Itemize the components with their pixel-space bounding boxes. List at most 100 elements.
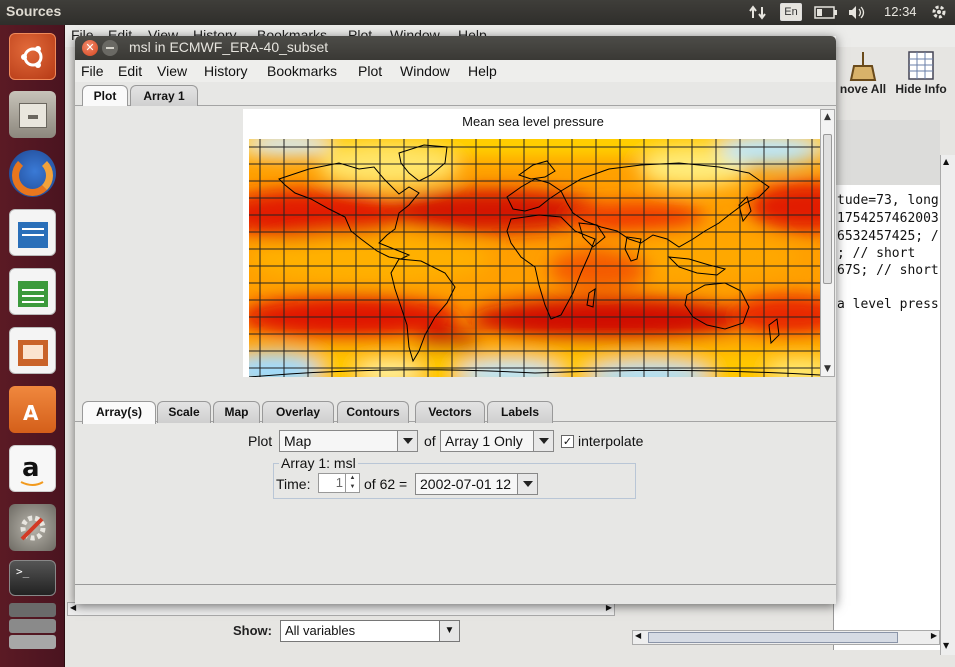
pressure-map [249,139,820,377]
tree-horizontal-scrollbar[interactable]: ◀ ▶ [67,602,615,616]
show-label: Show: [233,623,272,638]
bg-info-header [833,120,940,185]
volume-icon[interactable] [848,5,868,22]
launcher: A a >_ [0,25,65,667]
spinner-up-icon[interactable]: ▲ [349,475,356,481]
hide-info-label: Hide Info [895,82,947,96]
broom-icon [848,50,878,82]
writer-icon[interactable] [6,206,59,259]
info-pane-vertical-scrollbar[interactable]: ▲ ▼ [940,155,955,655]
scroll-left-icon[interactable]: ◀ [635,631,642,640]
top-panel: Sources En 12:34 [0,0,955,25]
array-group-title: Array 1: msl [279,455,358,471]
menu-edit[interactable]: Edit [118,63,143,79]
scroll-up-icon[interactable]: ▲ [943,157,950,166]
status-divider [75,584,836,585]
time-index-spinner[interactable]: 1 ▲ ▼ [318,473,360,493]
show-select-value: All variables [285,623,356,638]
info-line: tude=73, long [837,193,939,208]
impress-icon[interactable] [6,324,59,377]
remove-all-label: nove All [839,82,887,96]
scroll-down-icon[interactable]: ▼ [943,641,950,650]
plot-vertical-scrollbar[interactable]: ▲ ▼ [820,109,835,377]
scroll-up-icon[interactable]: ▲ [824,112,831,122]
tab-overlay[interactable]: Overlay [262,401,334,423]
show-variables-select[interactable]: All variables ▼ [280,620,460,642]
plot-type-select[interactable]: Map [279,430,418,452]
variable-info-pane: tude=73, long 1754257462003 6532457425; … [833,185,940,650]
chevron-down-icon[interactable] [397,431,417,451]
minimize-button[interactable] [102,40,118,56]
tab-array-1[interactable]: Array 1 [130,85,198,107]
clock[interactable]: 12:34 [884,4,917,19]
spinner-down-icon[interactable]: ▼ [349,484,356,490]
scroll-right-icon[interactable]: ▶ [930,631,937,640]
tab-scale[interactable]: Scale [157,401,211,423]
info-pane-horizontal-scrollbar[interactable]: ◀ ▶ [632,630,940,645]
plot-area: Mean sea level pressure [75,106,836,378]
menubar: File Edit View History Bookmarks Plot Wi… [75,60,836,82]
coastlines [249,144,820,377]
time-count-label: of 62 = [364,476,408,492]
array-mode-value: Array 1 Only [445,433,523,449]
menu-view[interactable]: View [157,63,188,79]
plot-type-label: Plot [248,433,273,449]
ubuntu-dash-icon[interactable] [6,30,59,83]
window-titlebar[interactable]: ✕ msl in ECMWF_ERA-40_subset [75,36,836,60]
interpolate-label: interpolate [578,433,644,449]
workspace-switcher-icon[interactable] [6,603,59,663]
menu-bookmarks[interactable]: Bookmarks [267,63,338,79]
hide-info-button[interactable]: Hide Info [891,50,951,96]
scroll-down-icon[interactable]: ▼ [824,364,831,374]
calc-icon[interactable] [6,265,59,318]
files-icon[interactable] [6,88,59,141]
info-table-icon [907,50,935,82]
network-icon[interactable] [749,4,767,21]
scroll-thumb[interactable] [823,134,832,284]
menu-window[interactable]: Window [400,63,450,79]
plot-title: Mean sea level pressure [462,114,604,129]
close-button[interactable]: ✕ [82,40,98,56]
menu-help[interactable]: Help [468,63,497,79]
tab-contours[interactable]: Contours [337,401,409,423]
battery-icon[interactable] [814,6,838,23]
firefox-icon[interactable] [6,147,59,200]
terminal-icon[interactable]: >_ [6,557,59,597]
arrays-panel: Plot Map of Array 1 Only ✓ interpolate A… [75,423,836,583]
interpolate-checkbox[interactable]: ✓ [561,435,574,448]
tab-map[interactable]: Map [213,401,260,423]
info-line: 6532457425; / [837,229,939,244]
settings-tab-strip: Array(s) Scale Map Overlay Contours Vect… [75,398,836,424]
amazon-icon[interactable]: a [6,442,59,495]
plot-canvas[interactable]: Mean sea level pressure [243,109,820,377]
chevron-down-icon[interactable]: ▼ [439,621,459,641]
menu-plot[interactable]: Plot [358,63,383,79]
tab-vectors[interactable]: Vectors [415,401,485,423]
time-value-select[interactable]: 2002-07-01 12 [415,473,538,495]
menu-file[interactable]: File [81,63,104,79]
menu-history[interactable]: History [204,63,248,79]
scroll-right-icon[interactable]: ▶ [605,603,612,612]
keyboard-layout-indicator[interactable]: En [780,3,802,21]
gear-icon[interactable] [930,3,948,20]
time-index-value: 1 [335,475,343,490]
info-line: 1754257462003 [837,211,939,226]
array-mode-select[interactable]: Array 1 Only [440,430,554,452]
tab-labels[interactable]: Labels [487,401,553,423]
info-line: ; // short [837,246,916,261]
tab-arrays[interactable]: Array(s) [82,401,156,424]
active-app-title: Sources [6,3,62,19]
info-line: a level press [837,297,939,312]
of-label: of [424,433,436,449]
map-grid [249,139,820,377]
plot-type-value: Map [284,433,312,449]
software-center-icon[interactable]: A [6,383,59,436]
scroll-thumb[interactable] [648,632,898,643]
top-tab-strip: Plot Array 1 [75,82,836,108]
remove-all-button[interactable]: nove All [833,50,893,96]
tab-plot[interactable]: Plot [82,85,128,108]
scroll-left-icon[interactable]: ◀ [70,603,77,612]
chevron-down-icon[interactable] [517,474,537,494]
system-settings-icon[interactable] [6,501,59,554]
chevron-down-icon[interactable] [533,431,553,451]
